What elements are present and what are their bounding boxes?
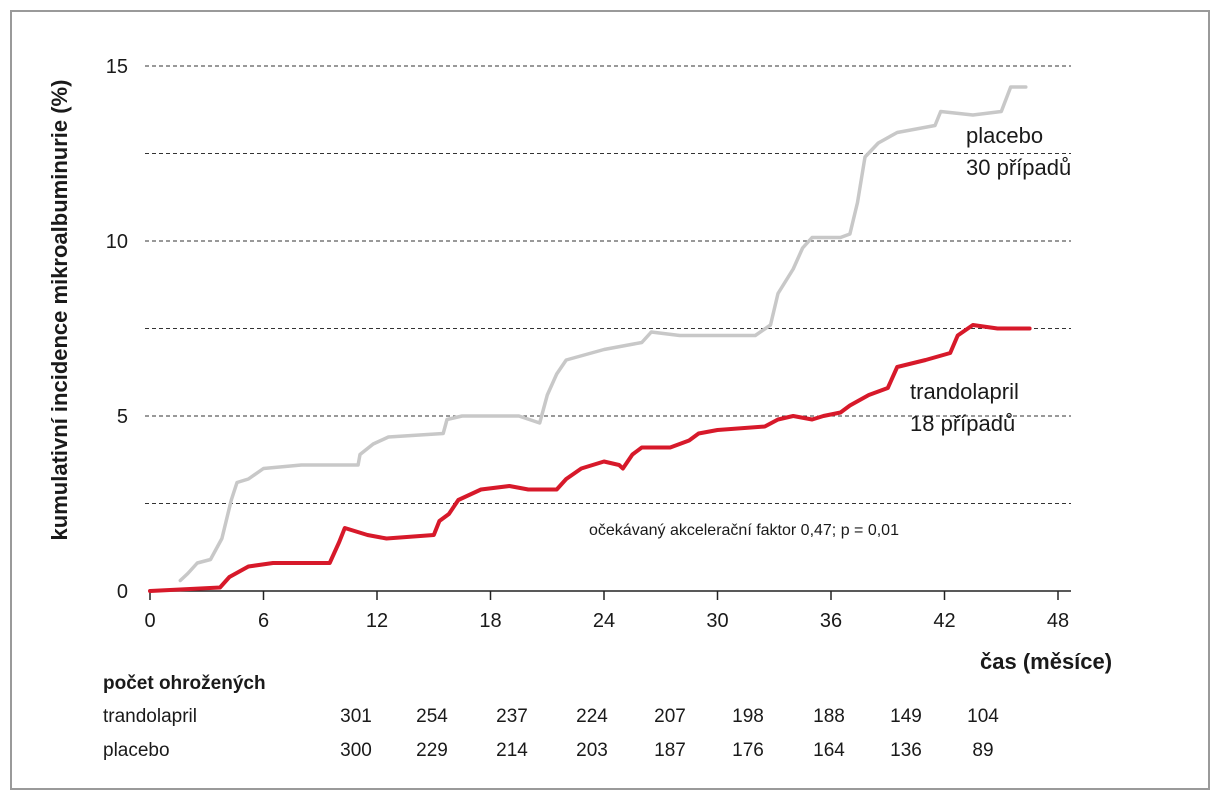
x-tick-label: 30 (706, 610, 728, 632)
trandolapril-series-label: trandolapril 18 případů (910, 376, 1019, 440)
trandolapril-curve (148, 323, 1032, 593)
at-risk-cell: 301 (340, 706, 372, 727)
at-risk-cell: 229 (416, 740, 448, 761)
x-tick-label: 0 (144, 610, 155, 632)
x-tick-label: 12 (366, 610, 388, 632)
at-risk-cell: 188 (813, 706, 845, 727)
trandolapril-cases: 18 případů (910, 411, 1016, 436)
x-tick-label: 36 (820, 610, 842, 632)
at-risk-cell: 136 (890, 740, 922, 761)
x-tick-label: 6 (258, 610, 269, 632)
y-tick-label: 0 (117, 581, 128, 603)
annotation-text: očekávaný akcelerační faktor 0,47; p = 0… (589, 522, 899, 539)
at-risk-cell: 176 (732, 740, 764, 761)
x-tick-label: 18 (479, 610, 501, 632)
y-axis-label: kumulativní incidence mikroalbuminurie (… (47, 79, 72, 541)
placebo-series-label: placebo 30 případů (966, 120, 1071, 184)
at-risk-cell: 198 (732, 706, 764, 727)
trandolapril-name: trandolapril (910, 379, 1019, 404)
at-risk-row-label-trandolapril: trandolapril (103, 706, 197, 727)
x-tick-label: 48 (1047, 610, 1069, 632)
at-risk-cell: 224 (576, 706, 608, 727)
at-risk-cell: 89 (972, 740, 994, 761)
y-tick-label: 15 (106, 56, 128, 78)
at-risk-row-label-placebo: placebo (103, 740, 170, 761)
at-risk-title: počet ohrožených (103, 673, 266, 694)
at-risk-cell: 237 (496, 706, 528, 727)
placebo-cases: 30 případů (966, 155, 1072, 180)
at-risk-cell: 214 (496, 740, 528, 761)
at-risk-cell: 203 (576, 740, 608, 761)
at-risk-cell: 149 (890, 706, 922, 727)
at-risk-cell: 164 (813, 740, 845, 761)
at-risk-cell: 104 (967, 706, 999, 727)
chart-frame (10, 10, 1210, 790)
x-tick-label: 24 (593, 610, 615, 632)
at-risk-cell: 300 (340, 740, 372, 761)
at-risk-cell: 254 (416, 706, 448, 727)
at-risk-cell: 207 (654, 706, 686, 727)
at-risk-cell: 187 (654, 740, 686, 761)
y-tick-label: 5 (117, 406, 128, 428)
x-axis-label: čas (měsíce) (980, 649, 1113, 674)
x-tick-label: 42 (933, 610, 955, 632)
placebo-name: placebo (966, 123, 1044, 148)
y-tick-label: 10 (106, 231, 128, 253)
placebo-curve (178, 85, 1028, 583)
